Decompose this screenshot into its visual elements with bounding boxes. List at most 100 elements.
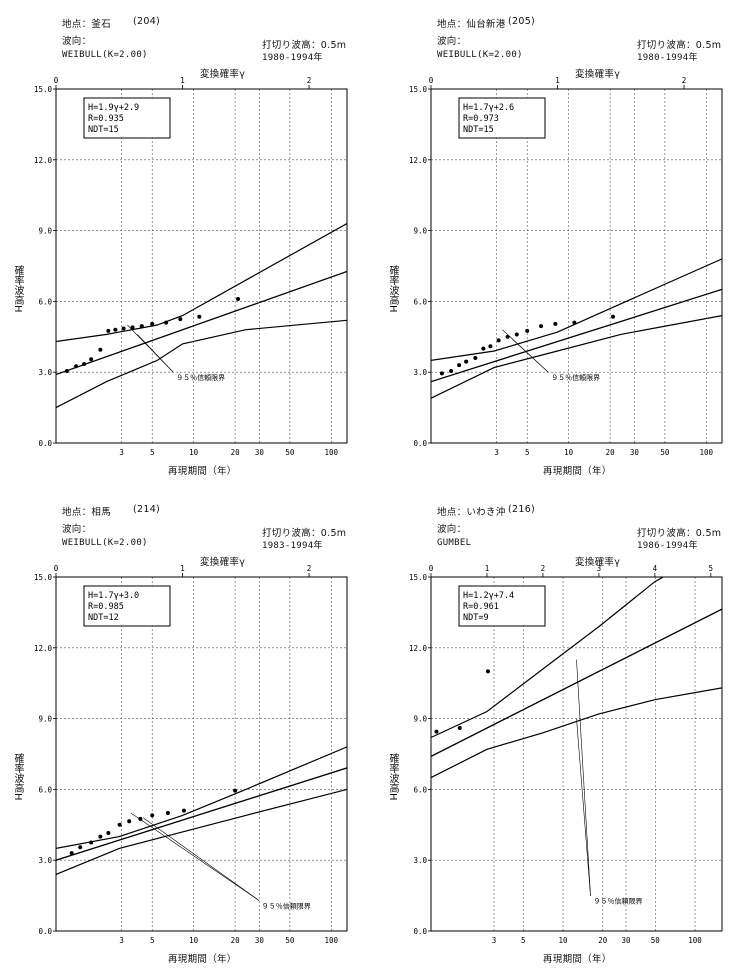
top-tick-label: 1 — [180, 564, 185, 573]
data-point — [488, 344, 493, 349]
wave-direction-label: 波向： — [437, 524, 467, 535]
top-axis-title: 変換確率γ — [200, 69, 246, 80]
x-tick-label: 5 — [525, 448, 530, 457]
data-point — [139, 324, 144, 329]
plot-frame — [430, 576, 723, 932]
distribution-label: WEIBULL(K=2.00) — [62, 50, 148, 60]
y-tick-label: 15.0 — [409, 573, 428, 582]
cutoff-height-label: 打切り波高：0.5m — [262, 40, 347, 51]
y-tick-label: 9.0 — [38, 715, 52, 724]
data-point — [539, 324, 544, 329]
data-point — [74, 364, 79, 369]
stats-r-value: R=0.961 — [463, 602, 499, 612]
x-tick-label: 10 — [564, 448, 574, 457]
annotation-leader — [130, 812, 259, 901]
data-point — [130, 325, 135, 330]
data-point — [525, 328, 530, 333]
x-tick-label: 10 — [189, 448, 199, 457]
distribution-label: GUMBEL — [437, 538, 472, 548]
x-tick-label: 3 — [492, 936, 497, 945]
top-axis-title: 変換確率γ — [575, 557, 621, 568]
x-tick-label: 30 — [255, 448, 265, 457]
x-tick-label: 100 — [700, 448, 714, 457]
data-point — [434, 729, 439, 734]
data-point — [473, 356, 478, 361]
x-tick-label: 50 — [285, 448, 295, 457]
station-name: 地点：いわき沖 — [437, 507, 506, 518]
period-label: 1980-1994年 — [637, 53, 698, 63]
cutoff-height-label: 打切り波高：0.5m — [637, 528, 722, 539]
stats-box — [83, 97, 171, 139]
x-tick-label: 30 — [630, 448, 640, 457]
upper-confidence-line — [431, 258, 722, 361]
stats-ndt: NDT=12 — [88, 613, 119, 623]
top-tick-label: 4 — [653, 564, 658, 573]
data-point — [236, 297, 241, 302]
x-tick-label: 20 — [598, 936, 608, 945]
data-point — [98, 347, 103, 352]
distribution-label: WEIBULL(K=2.00) — [62, 538, 148, 548]
regression-line — [431, 288, 722, 383]
y-tick-label: 6.0 — [38, 785, 52, 794]
stats-r-value: R=0.973 — [463, 114, 499, 124]
top-tick-label: 2 — [541, 564, 546, 573]
lower-confidence-line — [56, 319, 347, 409]
plot-frame — [55, 576, 348, 932]
annotation-leader — [512, 338, 549, 373]
data-point — [572, 320, 577, 325]
wave-direction-label: 波向： — [62, 524, 92, 535]
plot-area — [431, 258, 722, 399]
y-tick-label: 3.0 — [413, 856, 427, 865]
x-tick-label: 10 — [559, 936, 569, 945]
x-axis-title: 再現期間（年） — [543, 466, 612, 477]
data-point — [409, 733, 413, 737]
top-tick-label: 1 — [180, 76, 185, 85]
y-tick-label: 15.0 — [409, 85, 428, 94]
confidence-limit-label: ９５％信頼限界 — [551, 373, 600, 382]
y-tick-label: 15.0 — [34, 85, 53, 94]
upper-confidence-line — [56, 746, 347, 849]
data-point — [553, 321, 558, 326]
x-tick-label: 20 — [231, 448, 241, 457]
data-point — [106, 328, 111, 333]
distribution-label: WEIBULL(K=2.00) — [437, 50, 523, 60]
confidence-limit-label: ９５％信頼限界 — [262, 901, 311, 910]
x-tick-label: 5 — [521, 936, 526, 945]
plot-frame — [430, 88, 723, 444]
annotation-leader — [137, 334, 174, 373]
stats-r-value: R=0.985 — [88, 602, 124, 612]
chart-panel-iwaki-oki: 地点：いわき沖 (216) 波向： GUMBEL 打切り波高：0.5m 1986-1994… — [375, 488, 750, 976]
data-point — [150, 813, 155, 818]
data-point — [113, 327, 118, 332]
annotation-leader — [143, 817, 259, 901]
x-tick-label: 10 — [189, 936, 199, 945]
top-tick-label: 1 — [555, 76, 560, 85]
x-tick-label: 3 — [119, 936, 124, 945]
annotation-leader — [576, 718, 591, 896]
y-tick-label: 9.0 — [413, 715, 427, 724]
station-code: (204) — [133, 16, 161, 27]
chart-panel-sendai-shinko: 地点：仙台新港 (205) 波向： WEIBULL(K=2.00) 打切り波高：0.5m… — [375, 0, 750, 488]
data-point — [611, 314, 616, 319]
x-tick-label: 100 — [325, 448, 339, 457]
y-tick-label: 3.0 — [38, 856, 52, 865]
data-point — [457, 363, 462, 368]
data-point — [496, 338, 501, 343]
data-point — [89, 840, 94, 845]
data-point — [164, 320, 169, 325]
plot-area — [409, 577, 722, 779]
data-point — [78, 845, 83, 850]
stats-box — [458, 585, 546, 627]
x-tick-label: 5 — [150, 936, 155, 945]
cutoff-height-label: 打切り波高：0.5m — [262, 528, 347, 539]
data-point — [485, 669, 490, 674]
top-tick-label: 2 — [307, 76, 312, 85]
data-point — [197, 314, 202, 319]
top-tick-label: 0 — [54, 76, 59, 85]
y-tick-label: 9.0 — [413, 227, 427, 236]
data-point — [150, 321, 155, 326]
data-point — [64, 369, 69, 374]
top-axis-title: 変換確率γ — [575, 69, 621, 80]
regression-line — [431, 608, 722, 757]
plot-area — [56, 746, 347, 875]
